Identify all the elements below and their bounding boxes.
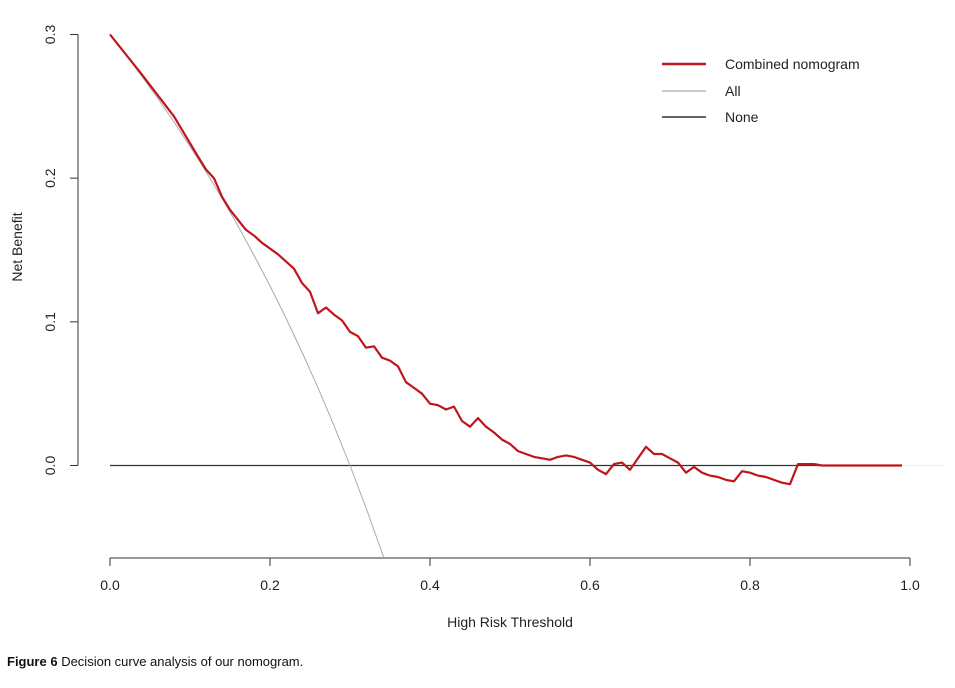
legend-label: None xyxy=(725,109,759,125)
y-axis-title: Net Benefit xyxy=(9,212,25,281)
series-line-all xyxy=(109,34,385,558)
x-axis-title: High Risk Threshold xyxy=(447,614,573,630)
x-tick-label: 0.6 xyxy=(580,577,600,593)
y-tick-label: 0.3 xyxy=(42,25,58,45)
figure-caption: Figure 6 Decision curve analysis of our … xyxy=(7,654,303,669)
figure-caption-text: Decision curve analysis of our nomogram. xyxy=(57,654,304,669)
x-tick-label: 0.4 xyxy=(420,577,440,593)
axes: 0.0 0.2 0.4 0.6 0.8 1.0 0.0 0.1 0.2 0.3 xyxy=(42,25,945,593)
x-tick-label: 1.0 xyxy=(900,577,920,593)
x-tick-label: 0.8 xyxy=(740,577,760,593)
x-tick-label: 0.0 xyxy=(100,577,120,593)
figure-label: Figure 6 xyxy=(7,654,58,669)
y-tick-label: 0.2 xyxy=(42,168,58,188)
decision-curve-chart: 0.0 0.2 0.4 0.6 0.8 1.0 0.0 0.1 0.2 0.3 Combined … xyxy=(9,25,945,630)
y-tick-label: 0.0 xyxy=(42,456,58,476)
y-tick-label: 0.1 xyxy=(42,312,58,332)
series-line-combined-nomogram xyxy=(109,33,902,486)
legend: Combined nomogram All None xyxy=(662,56,860,125)
x-tick-label: 0.2 xyxy=(260,577,280,593)
legend-label: Combined nomogram xyxy=(725,56,860,72)
series-group xyxy=(109,33,902,558)
legend-label: All xyxy=(725,83,741,99)
